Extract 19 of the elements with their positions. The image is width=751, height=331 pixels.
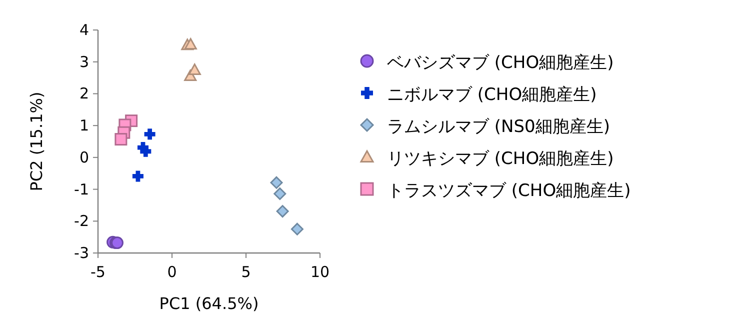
legend-label: トラスツズマブ (CHO細胞産生) <box>387 181 631 201</box>
legend-label: ベバシズマブ (CHO細胞産生) <box>387 53 614 73</box>
x-axis-title: PC1 (64.5%) <box>159 294 259 313</box>
x-tick-label: 10 <box>310 263 330 281</box>
y-tick-label: 1 <box>79 116 89 135</box>
y-tick-label: -2 <box>74 212 89 230</box>
y-tick-label: 0 <box>79 148 89 166</box>
y-tick-label: -3 <box>74 244 89 262</box>
y-tick-label: 2 <box>79 84 89 103</box>
y-axis-title: PC2 (15.1%) <box>27 92 46 192</box>
legend-label: ラムシルマブ (NS0細胞産生) <box>387 117 610 137</box>
y-tick-label: -1 <box>74 180 89 198</box>
y-tick-label: 3 <box>79 52 89 71</box>
x-tick-label: 5 <box>241 263 251 281</box>
x-tick-label: 0 <box>167 263 177 281</box>
legend-label: リツキシマブ (CHO細胞産生) <box>387 149 614 169</box>
x-tick-label: -5 <box>90 263 106 281</box>
y-tick-label: 4 <box>79 21 89 39</box>
legend-label: ニボルマブ (CHO細胞産生) <box>387 85 597 105</box>
